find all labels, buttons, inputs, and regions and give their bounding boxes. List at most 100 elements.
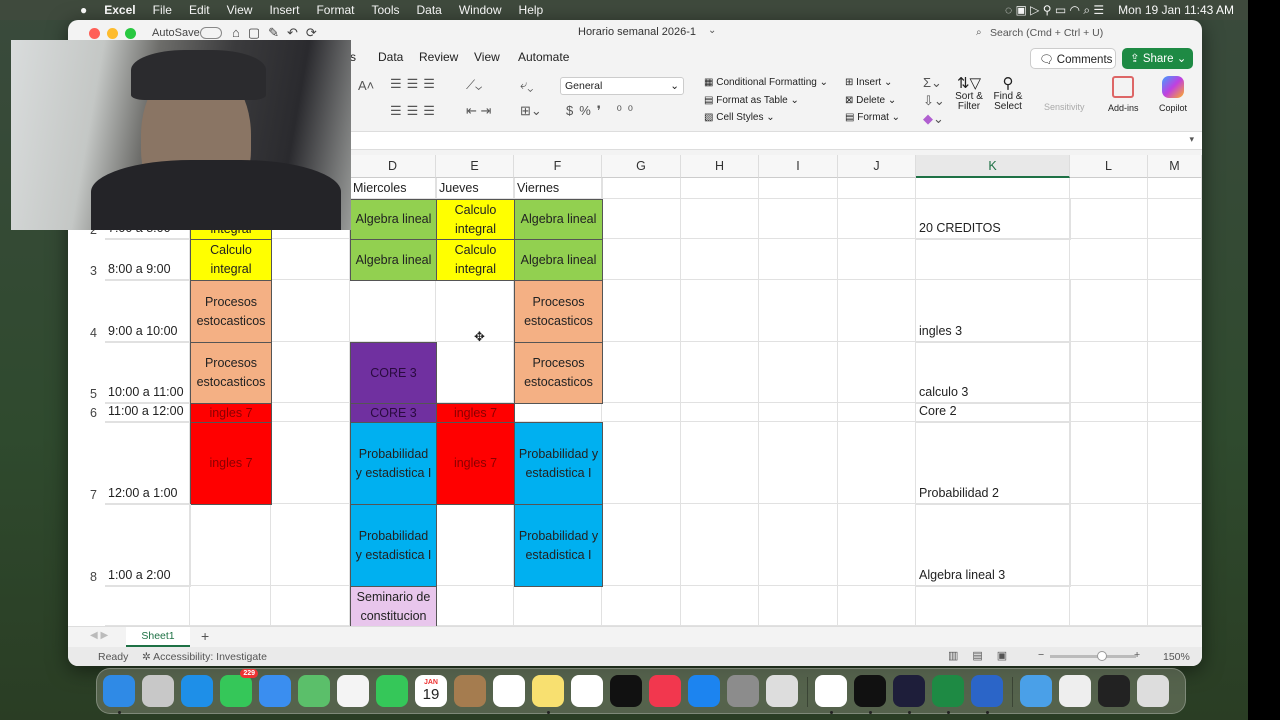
cell[interactable] xyxy=(271,504,350,586)
cell[interactable] xyxy=(105,342,190,403)
comments-button[interactable]: 🗨 Comments xyxy=(1030,48,1116,69)
insert-button[interactable]: ⊞ Insert ⌄ xyxy=(845,77,893,88)
cell[interactable] xyxy=(602,504,681,586)
cell[interactable] xyxy=(105,586,190,626)
cell-d1[interactable]: Miercoles xyxy=(350,178,437,200)
cell[interactable] xyxy=(1070,342,1148,403)
row-header-4[interactable]: 4 xyxy=(90,326,97,340)
cell[interactable] xyxy=(190,504,271,586)
cell[interactable] xyxy=(1148,199,1202,239)
merge-icon[interactable]: ⊞⌄ xyxy=(520,103,542,118)
cell[interactable] xyxy=(602,178,681,199)
row-header-8[interactable]: 8 xyxy=(90,570,97,584)
zoom-out-button[interactable]: − xyxy=(1038,649,1045,661)
dock-photos-icon[interactable] xyxy=(337,675,369,707)
dock-music-icon[interactable] xyxy=(649,675,681,707)
autosave-toggle[interactable] xyxy=(200,27,222,39)
cell[interactable] xyxy=(838,239,916,280)
cell-k7[interactable]: Probabilidad 2 xyxy=(916,422,1071,505)
cell[interactable] xyxy=(681,199,759,239)
cell-f1[interactable]: Viernes xyxy=(514,178,603,200)
cell[interactable] xyxy=(838,504,916,586)
cell-e6[interactable]: ingles 7 xyxy=(436,403,515,423)
cell[interactable] xyxy=(1148,239,1202,280)
cell[interactable] xyxy=(271,342,350,403)
cell-f4[interactable]: Procesos estocasticos xyxy=(514,280,603,343)
document-title[interactable]: Horario semanal 2026-1 xyxy=(578,26,697,38)
row-header-2[interactable]: 2 xyxy=(90,223,97,237)
cell[interactable] xyxy=(681,422,759,504)
cell[interactable] xyxy=(681,342,759,403)
cell[interactable] xyxy=(602,280,681,342)
cell[interactable] xyxy=(759,586,838,626)
column-header-f[interactable]: F xyxy=(514,155,602,178)
tab-formulas[interactable]: s xyxy=(350,50,356,64)
tab-data[interactable]: Data xyxy=(378,50,404,64)
cell[interactable] xyxy=(602,199,681,239)
conditional-formatting-button[interactable]: ▦ Conditional Formatting ⌄ xyxy=(704,77,829,88)
cell[interactable] xyxy=(105,422,190,504)
cell[interactable] xyxy=(271,403,350,422)
dock-launchpad-icon[interactable] xyxy=(142,675,174,707)
cell-a3[interactable]: 8:00 a 9:00 xyxy=(105,239,191,281)
cell[interactable] xyxy=(602,586,681,626)
tab-automate[interactable]: Automate xyxy=(518,50,570,64)
spreadsheet-grid[interactable]: DEFGHIJKLM2345678MiercolesJuevesViernes7… xyxy=(68,155,1202,626)
cell[interactable] xyxy=(1070,178,1148,199)
cell[interactable] xyxy=(1070,504,1148,586)
apple-menu-icon[interactable]: ● xyxy=(80,3,88,17)
dock-chrome-icon[interactable] xyxy=(815,675,847,707)
dock-calendar-icon[interactable]: JAN 19 xyxy=(415,675,447,707)
search-input[interactable]: Search (Cmd + Ctrl + U) xyxy=(990,27,1104,39)
dock-word-icon[interactable] xyxy=(971,675,1003,707)
cell[interactable] xyxy=(838,342,916,403)
cell[interactable] xyxy=(759,178,838,199)
dock-messages-icon[interactable]: 229 xyxy=(220,669,258,707)
column-header-k[interactable]: K xyxy=(916,155,1070,178)
cell-k8[interactable]: Algebra lineal 3 xyxy=(916,504,1071,587)
wrap-text-icon[interactable]: ⤶⌄ xyxy=(520,77,534,92)
orientation-icon[interactable]: ⟋⌄ xyxy=(466,77,483,92)
row-header-6[interactable]: 6 xyxy=(90,406,97,420)
cell[interactable] xyxy=(602,403,681,422)
horizontal-align-icons[interactable]: ☰☰☰ xyxy=(390,103,440,118)
column-header-d[interactable]: D xyxy=(350,155,436,178)
menu-file[interactable]: File xyxy=(152,3,172,17)
cell-b6[interactable]: ingles 7 xyxy=(190,403,272,423)
sheet-tab-sheet1[interactable]: Sheet1 xyxy=(126,627,190,647)
cell[interactable] xyxy=(681,239,759,280)
cell[interactable] xyxy=(916,504,1070,586)
menu-view[interactable]: View xyxy=(226,3,253,17)
dock-system-settings-icon[interactable] xyxy=(727,675,759,707)
cell[interactable] xyxy=(681,586,759,626)
zoom-slider[interactable] xyxy=(1050,651,1136,661)
cell-e1[interactable]: Jueves xyxy=(436,178,515,200)
cell[interactable] xyxy=(916,199,1070,239)
menu-edit[interactable]: Edit xyxy=(188,3,210,17)
cell[interactable] xyxy=(838,403,916,422)
cell-d3[interactable]: Algebra lineal xyxy=(350,239,437,281)
dock-folder-icon[interactable] xyxy=(1020,675,1052,707)
cell-d5[interactable]: CORE 3 xyxy=(350,342,437,404)
cell[interactable] xyxy=(759,342,838,403)
status-icons[interactable]: ◌ ▣ ▷ ⚲ ▭ ◠ ⌕ ☰ xyxy=(1005,2,1105,17)
menu-format[interactable]: Format xyxy=(316,3,355,17)
zoom-button[interactable] xyxy=(125,28,136,39)
dock-trash-icon[interactable] xyxy=(1137,675,1169,707)
dock-downloads-icon[interactable] xyxy=(1059,675,1091,707)
cell-e2[interactable]: Calculo integral xyxy=(436,199,515,240)
zoom-slider-thumb[interactable] xyxy=(1096,651,1107,661)
cell[interactable] xyxy=(759,280,838,342)
cell[interactable] xyxy=(1148,403,1202,422)
cell-f2[interactable]: Algebra lineal xyxy=(514,199,603,240)
cell[interactable] xyxy=(436,504,514,586)
menu-insert[interactable]: Insert xyxy=(269,3,300,17)
column-header-h[interactable]: H xyxy=(681,155,759,178)
indent-icons[interactable]: ⇤ ⇥ xyxy=(466,103,492,118)
cell[interactable] xyxy=(436,280,514,342)
cell-k4[interactable]: ingles 3 xyxy=(916,280,1071,343)
cell[interactable] xyxy=(1148,178,1202,199)
number-format-select[interactable]: General ⌄ xyxy=(560,77,684,95)
dock-safari-icon[interactable] xyxy=(181,675,213,707)
cell-d7[interactable]: Probabilidad y estadistica I xyxy=(350,422,437,505)
